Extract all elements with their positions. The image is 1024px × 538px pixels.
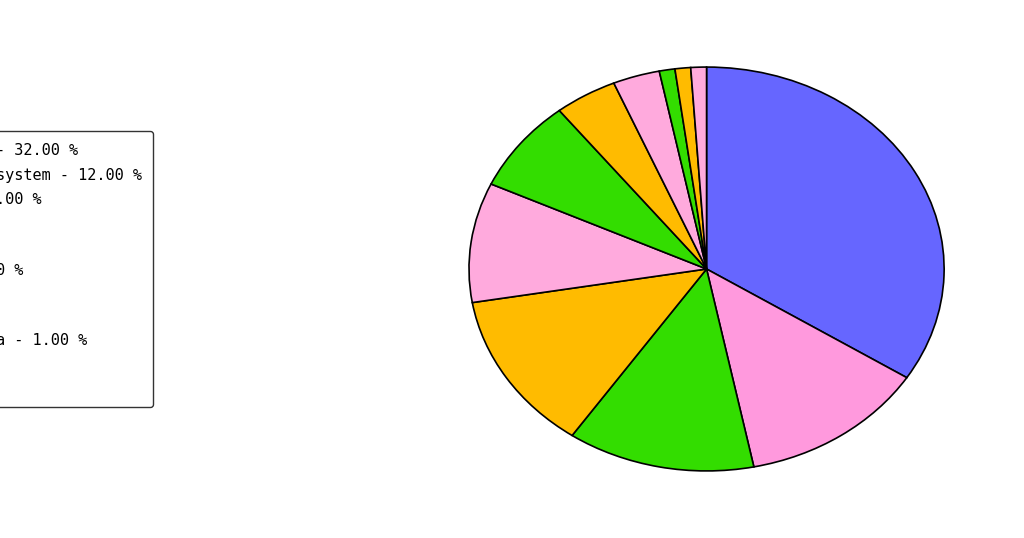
Wedge shape	[691, 67, 707, 269]
Wedge shape	[469, 184, 707, 302]
Wedge shape	[659, 69, 707, 269]
Wedge shape	[492, 110, 707, 269]
Wedge shape	[707, 269, 907, 467]
Legend: large_intestine - 32.00 %, central_nervous_system - 12.00 %, endometrium - 12.00: large_intestine - 32.00 %, central_nervo…	[0, 131, 153, 407]
Wedge shape	[675, 67, 707, 269]
Wedge shape	[707, 67, 944, 378]
Wedge shape	[572, 269, 754, 471]
Wedge shape	[472, 269, 707, 435]
Wedge shape	[613, 71, 707, 269]
Wedge shape	[559, 83, 707, 269]
